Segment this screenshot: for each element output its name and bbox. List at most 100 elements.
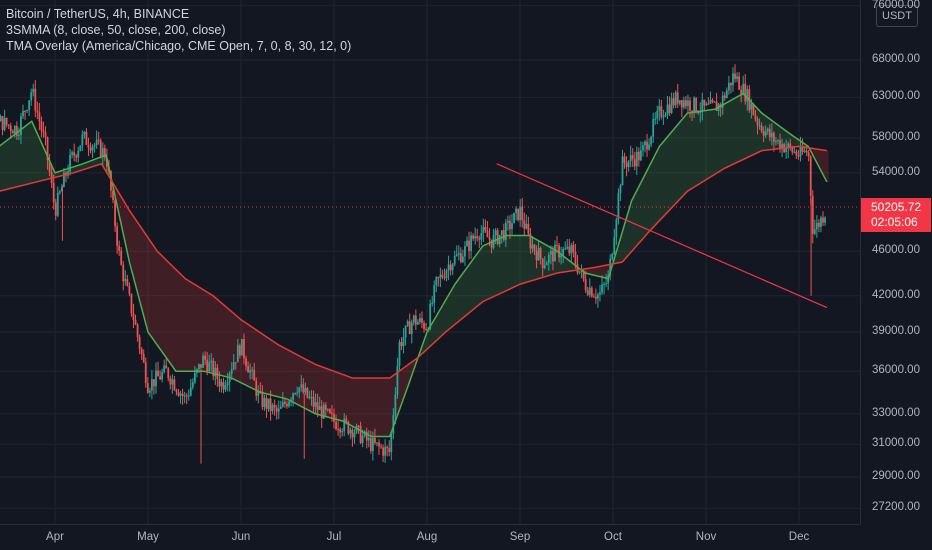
candle-body	[437, 277, 440, 279]
candle-body	[271, 404, 274, 411]
ma-fill-segment	[350, 377, 353, 427]
ma-fill-segment	[512, 235, 515, 288]
ma-fill-segment	[263, 334, 266, 394]
ma-fill-segment	[510, 235, 513, 289]
candle-body	[148, 390, 151, 393]
candle-body	[208, 362, 211, 372]
candle-body	[754, 114, 757, 120]
ma-fill-segment	[672, 128, 675, 207]
ma-fill-segment	[285, 348, 288, 400]
symbol-title[interactable]: Bitcoin / TetherUS, 4h, BINANCE	[6, 7, 190, 21]
candle-body	[621, 156, 624, 186]
indicator-3smma[interactable]: 3SMMA (8, close, 50, close, 200, close)	[6, 23, 226, 37]
ma-fill-segment	[685, 113, 688, 194]
candle-body	[457, 253, 460, 255]
ma-fill-segment	[732, 98, 734, 165]
candle-body	[527, 223, 530, 234]
indicator-tma-overlay[interactable]: TMA Overlay (America/Chicago, CME Open, …	[6, 39, 352, 53]
time-tick-label: Oct	[604, 531, 622, 543]
ma-fill-segment	[479, 248, 481, 305]
price-tick-label: 76000.00	[872, 0, 920, 11]
ma-fill-segment	[129, 210, 132, 270]
candle-body	[809, 156, 812, 196]
candle-body	[412, 315, 415, 323]
price-chart[interactable]	[0, 0, 860, 524]
ma-fill-segment	[229, 310, 232, 379]
ma-fill-segment	[352, 378, 355, 428]
candle-body	[539, 248, 542, 259]
ma-fill-segment	[622, 225, 625, 263]
ma-fill-segment	[38, 135, 41, 182]
ma-fill-segment	[633, 193, 636, 250]
ma-fill-segment	[653, 153, 656, 227]
candle-body	[331, 412, 333, 414]
candle-body	[365, 431, 368, 441]
ma-fill-segment	[454, 281, 457, 325]
candle-body	[181, 393, 184, 396]
candle-body	[380, 446, 382, 448]
candle-body	[269, 398, 272, 411]
candle-body	[811, 195, 814, 234]
candle-body	[779, 140, 781, 150]
ma-fill-segment	[639, 182, 641, 244]
candle-body	[558, 245, 560, 258]
candle-body	[650, 136, 653, 145]
ma-fill-segment	[706, 110, 708, 180]
ma-fill-segment	[86, 161, 89, 169]
candle-body	[351, 429, 354, 438]
candle-body	[138, 336, 141, 350]
ma-fill-segment	[373, 378, 375, 437]
ma-fill-segment	[27, 123, 29, 185]
candle-body	[122, 264, 125, 282]
ma-fill-segment	[620, 231, 623, 263]
candle-body	[435, 277, 438, 286]
chart-legend: Bitcoin / TetherUS, 4h, BINANCE 3SMMA (8…	[6, 6, 351, 54]
ma-fill-segment	[441, 303, 444, 336]
candle-body	[134, 319, 137, 325]
ma-fill-segment	[14, 133, 16, 188]
candle-body	[9, 125, 12, 131]
candle-body	[1, 116, 4, 130]
ma-fill-segment	[287, 349, 290, 401]
candle-body	[402, 337, 405, 347]
candle-body	[308, 397, 311, 399]
candle-body	[357, 425, 360, 427]
candle-body	[112, 190, 114, 200]
candle-body	[795, 151, 798, 156]
candle-body	[52, 183, 55, 203]
ma-fill-segment	[185, 278, 188, 372]
ma-fill-segment	[821, 149, 824, 175]
ma-fill-segment	[707, 109, 710, 179]
ma-fill-segment	[724, 102, 727, 169]
candle-body	[509, 220, 511, 230]
candle-body	[73, 152, 76, 156]
candle-body	[824, 217, 826, 223]
ma-fill-segment	[95, 158, 98, 166]
price-scale[interactable]	[860, 0, 932, 524]
ma-fill-segment	[644, 171, 647, 237]
candle-body	[171, 379, 174, 385]
candle-body	[619, 185, 622, 194]
candle-body	[711, 99, 714, 102]
ma-fill-segment	[134, 218, 137, 291]
time-tick-label: May	[137, 531, 159, 543]
candle-body	[654, 118, 657, 120]
candle-body	[764, 131, 767, 136]
ma-fill-segment	[367, 378, 370, 436]
candle-body	[249, 370, 252, 373]
ma-fill-segment	[453, 284, 455, 326]
time-scale[interactable]	[0, 524, 860, 550]
candle-body	[371, 437, 374, 451]
ma-fill-segment	[6, 139, 9, 190]
candle-body	[69, 154, 71, 172]
ma-fill-segment	[36, 131, 39, 182]
price-tick-label: 29000.00	[872, 470, 920, 482]
currency-button[interactable]: USDT	[876, 5, 918, 27]
candle-body	[486, 230, 489, 238]
ma-fill-segment	[696, 111, 699, 186]
candle-body	[543, 265, 546, 268]
candle-body	[34, 88, 37, 111]
ma-fill-segment	[218, 300, 221, 376]
ma-fill-segment	[624, 219, 627, 260]
candle-body	[56, 192, 59, 216]
